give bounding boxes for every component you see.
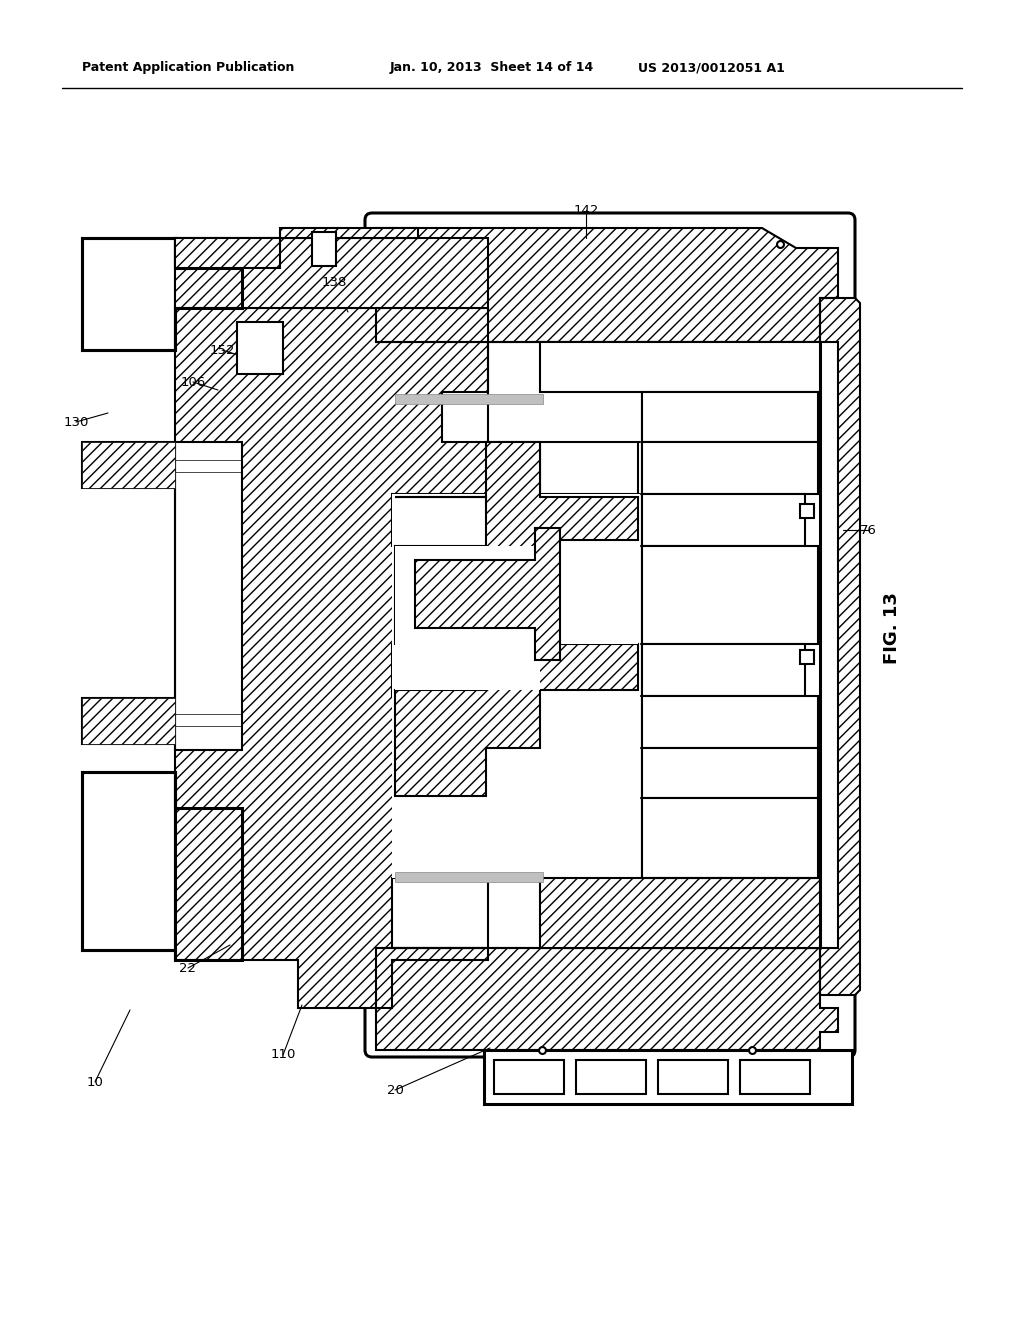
Bar (175, 442, 242, 750)
Polygon shape (82, 442, 175, 488)
Polygon shape (175, 308, 488, 1008)
Bar (395, 546, 638, 644)
Bar (82, 238, 175, 350)
Bar (312, 232, 336, 267)
Bar (800, 504, 814, 517)
Bar (494, 1060, 564, 1094)
Bar (642, 696, 818, 748)
Bar (395, 644, 540, 690)
Polygon shape (395, 442, 638, 796)
Polygon shape (376, 948, 838, 1049)
Bar (642, 644, 805, 696)
Bar (800, 649, 814, 664)
Bar (642, 799, 818, 878)
Text: FIG. 13: FIG. 13 (883, 593, 901, 664)
Bar (740, 1060, 810, 1094)
Polygon shape (376, 228, 838, 342)
Polygon shape (540, 878, 820, 948)
Bar (658, 1060, 728, 1094)
Text: Patent Application Publication: Patent Application Publication (82, 62, 294, 74)
Bar (395, 393, 543, 404)
Bar (82, 772, 175, 950)
Polygon shape (82, 698, 175, 744)
Text: 20: 20 (387, 1084, 403, 1097)
Bar (395, 873, 543, 882)
Text: 138: 138 (322, 276, 347, 289)
Text: 106: 106 (180, 375, 206, 388)
Text: 142: 142 (573, 203, 599, 216)
Text: 130: 130 (63, 416, 89, 429)
Bar (642, 494, 805, 546)
Text: 152: 152 (209, 343, 234, 356)
Bar (484, 1049, 852, 1104)
Polygon shape (175, 228, 418, 268)
Text: 22: 22 (179, 961, 197, 974)
Polygon shape (415, 528, 560, 660)
Text: 110: 110 (270, 1048, 296, 1061)
Bar (237, 322, 283, 374)
Polygon shape (175, 238, 488, 308)
Bar (642, 442, 818, 494)
Polygon shape (82, 238, 242, 350)
Bar (82, 698, 175, 744)
FancyBboxPatch shape (365, 213, 855, 1057)
Bar (642, 546, 818, 644)
Text: 10: 10 (87, 1076, 103, 1089)
Bar (82, 442, 175, 488)
Polygon shape (82, 772, 242, 960)
Text: Jan. 10, 2013  Sheet 14 of 14: Jan. 10, 2013 Sheet 14 of 14 (390, 62, 594, 74)
Text: 76: 76 (859, 524, 877, 536)
Bar (392, 494, 640, 878)
Text: US 2013/0012051 A1: US 2013/0012051 A1 (638, 62, 784, 74)
Polygon shape (820, 298, 860, 995)
Bar (540, 342, 820, 392)
Bar (642, 392, 818, 442)
Bar (575, 1060, 646, 1094)
Bar (642, 748, 818, 799)
